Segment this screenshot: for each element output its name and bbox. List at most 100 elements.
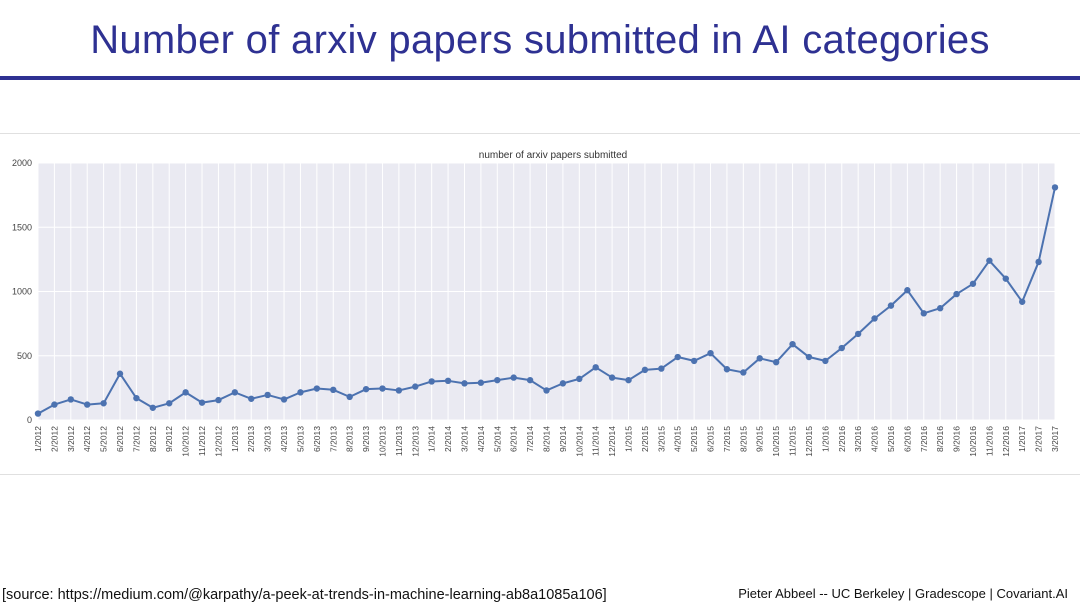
data-point bbox=[116, 370, 124, 377]
data-point bbox=[477, 379, 485, 386]
x-tick-label: 4/2014 bbox=[476, 426, 486, 452]
x-tick-label: 12/2012 bbox=[213, 426, 223, 457]
data-point bbox=[674, 353, 681, 361]
data-point bbox=[707, 349, 714, 357]
data-point bbox=[346, 393, 353, 401]
data-point bbox=[723, 366, 731, 373]
y-tick-label: 2000 bbox=[12, 158, 32, 168]
x-tick-label: 1/2017 bbox=[1017, 426, 1027, 452]
x-tick-label: 12/2013 bbox=[410, 426, 420, 457]
x-tick-label: 9/2014 bbox=[558, 426, 568, 452]
data-point bbox=[854, 330, 862, 338]
data-point bbox=[34, 410, 42, 417]
data-point bbox=[805, 353, 813, 361]
data-point bbox=[576, 375, 583, 383]
data-point bbox=[362, 385, 370, 393]
data-point bbox=[330, 386, 337, 394]
y-tick-label: 1000 bbox=[12, 287, 32, 297]
x-tick-label: 2/2016 bbox=[837, 426, 847, 452]
x-tick-label: 8/2012 bbox=[148, 426, 158, 452]
x-tick-label: 4/2013 bbox=[279, 426, 289, 452]
x-tick-label: 2/2015 bbox=[640, 426, 650, 452]
x-tick-label: 2/2017 bbox=[1034, 426, 1044, 452]
data-point bbox=[428, 378, 435, 385]
x-tick-label: 1/2012 bbox=[33, 426, 43, 452]
data-point bbox=[182, 389, 189, 396]
data-point bbox=[313, 385, 321, 392]
data-point bbox=[280, 396, 288, 403]
x-tick-label: 10/2012 bbox=[181, 426, 191, 457]
data-point bbox=[100, 400, 107, 407]
x-tick-label: 1/2014 bbox=[427, 426, 437, 452]
data-point bbox=[395, 387, 403, 394]
x-tick-label: 10/2015 bbox=[771, 426, 781, 457]
data-point bbox=[1002, 275, 1009, 282]
data-point bbox=[543, 387, 550, 394]
data-point bbox=[756, 355, 763, 362]
x-tick-label: 12/2015 bbox=[804, 426, 814, 457]
x-tick-label: 5/2015 bbox=[689, 426, 699, 452]
data-point bbox=[690, 357, 698, 365]
data-point bbox=[248, 395, 255, 402]
x-tick-label: 4/2016 bbox=[870, 426, 880, 452]
chart-title: number of arxiv papers submitted bbox=[479, 150, 627, 161]
x-tick-label: 8/2014 bbox=[542, 426, 552, 452]
x-tick-label: 12/2016 bbox=[1001, 426, 1011, 457]
data-point bbox=[953, 290, 960, 298]
y-tick-label: 0 bbox=[27, 415, 32, 425]
x-tick-label: 4/2012 bbox=[82, 426, 92, 452]
data-point bbox=[412, 383, 419, 390]
x-tick-label: 10/2013 bbox=[377, 426, 387, 457]
x-tick-label: 2/2013 bbox=[246, 426, 256, 452]
data-point bbox=[871, 315, 878, 322]
data-point bbox=[84, 401, 91, 408]
x-tick-label: 11/2015 bbox=[788, 426, 798, 456]
x-tick-label: 1/2013 bbox=[230, 426, 240, 452]
data-point bbox=[215, 396, 222, 404]
data-point bbox=[166, 400, 173, 407]
data-point bbox=[559, 380, 567, 387]
data-point bbox=[822, 357, 829, 365]
data-point bbox=[297, 389, 304, 396]
x-tick-label: 10/2014 bbox=[574, 426, 584, 457]
data-point bbox=[608, 374, 616, 381]
x-tick-label: 3/2013 bbox=[263, 426, 273, 452]
line-chart: number of arxiv papers submitted 0 500 100… bbox=[12, 150, 1060, 457]
data-point bbox=[264, 391, 271, 399]
x-tick-label: 10/2016 bbox=[968, 426, 978, 457]
x-tick-label: 7/2013 bbox=[328, 426, 338, 452]
slide-title: Number of arxiv papers submitted in AI c… bbox=[90, 18, 990, 62]
data-point bbox=[936, 305, 944, 312]
x-tick-label: 9/2016 bbox=[952, 426, 962, 452]
y-tick-label: 500 bbox=[17, 351, 32, 361]
x-tick-label: 8/2016 bbox=[935, 426, 945, 452]
data-point bbox=[1035, 258, 1042, 266]
x-tick-label: 7/2016 bbox=[919, 426, 929, 452]
data-point bbox=[969, 280, 977, 287]
x-tick-label: 3/2015 bbox=[656, 426, 666, 452]
data-point bbox=[658, 365, 665, 372]
data-point bbox=[444, 377, 452, 385]
x-tick-label: 9/2015 bbox=[755, 426, 765, 452]
x-tick-label: 6/2014 bbox=[509, 426, 519, 452]
data-point bbox=[379, 385, 386, 392]
data-point bbox=[461, 380, 468, 387]
data-point bbox=[920, 310, 927, 317]
x-tick-label: 11/2016 bbox=[984, 426, 994, 456]
data-point bbox=[51, 401, 58, 408]
data-point bbox=[67, 396, 75, 403]
data-point bbox=[494, 376, 501, 384]
x-tick-label: 6/2015 bbox=[706, 426, 716, 452]
x-tick-label: 6/2013 bbox=[312, 426, 322, 452]
x-tick-label: 5/2012 bbox=[99, 426, 109, 452]
data-point bbox=[149, 404, 157, 411]
x-tick-label: 3/2012 bbox=[66, 426, 76, 452]
x-tick-label: 1/2015 bbox=[624, 426, 634, 452]
x-tick-label: 7/2012 bbox=[131, 426, 141, 452]
x-tick-label: 9/2012 bbox=[164, 426, 174, 452]
data-point bbox=[772, 358, 780, 366]
x-tick-label: 3/2016 bbox=[853, 426, 863, 452]
x-tick-label: 5/2016 bbox=[886, 426, 896, 452]
x-tick-label: 5/2013 bbox=[295, 426, 305, 452]
plot-area: 0 500 1000 1500 2000 1/2012 2/2012 3/2012 4/2012… bbox=[12, 158, 1060, 457]
